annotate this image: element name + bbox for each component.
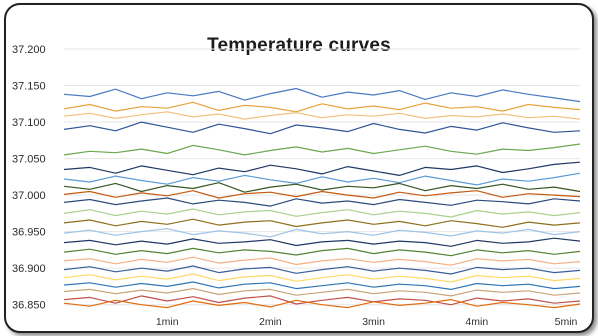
series-line-12 — [63, 218, 581, 228]
x-tick-label: 5min — [555, 316, 578, 328]
series-line-14 — [63, 237, 581, 247]
series-line-21 — [63, 295, 581, 306]
chart-card: Temperature curves — [4, 3, 594, 333]
series-line-22 — [63, 299, 581, 309]
y-axis-ticks: 37.200 37.150 37.100 37.050 37.000 36.950 36.9… — [12, 44, 46, 312]
series-line-10 — [63, 197, 581, 207]
series-line-3 — [63, 111, 581, 120]
series-line-2 — [63, 101, 581, 113]
series-line-11 — [63, 208, 581, 218]
y-tick-label: 36.900 — [12, 263, 46, 275]
series-line-15 — [63, 247, 581, 257]
series-line-16 — [63, 256, 581, 266]
x-tick-label: 4min — [465, 316, 488, 328]
y-tick-label: 37.050 — [12, 154, 46, 166]
series-lines — [63, 87, 581, 309]
series-line-13 — [63, 228, 581, 238]
series-line-19 — [63, 281, 581, 290]
y-tick-label: 37.200 — [12, 44, 46, 56]
series-line-5 — [63, 143, 581, 156]
y-tick-label: 36.850 — [12, 300, 46, 312]
series-line-8 — [63, 182, 581, 193]
chart-title: Temperature curves — [207, 35, 391, 56]
y-tick-label: 37.150 — [12, 81, 46, 93]
series-line-1 — [63, 87, 581, 103]
series-line-4 — [63, 121, 581, 135]
y-tick-label: 37.000 — [12, 190, 46, 202]
x-tick-label: 2min — [259, 316, 282, 328]
series-line-6 — [63, 161, 581, 176]
x-tick-label: 3min — [362, 316, 385, 328]
series-line-9 — [63, 190, 581, 199]
series-line-7 — [63, 172, 581, 186]
series-line-20 — [63, 288, 581, 297]
y-tick-label: 37.100 — [12, 117, 46, 129]
series-line-18 — [63, 273, 581, 283]
x-axis-ticks: 1min 2min 3min 4min 5min — [156, 316, 578, 328]
x-tick-label: 1min — [156, 316, 179, 328]
y-tick-label: 36.950 — [12, 227, 46, 239]
series-line-17 — [63, 265, 581, 275]
